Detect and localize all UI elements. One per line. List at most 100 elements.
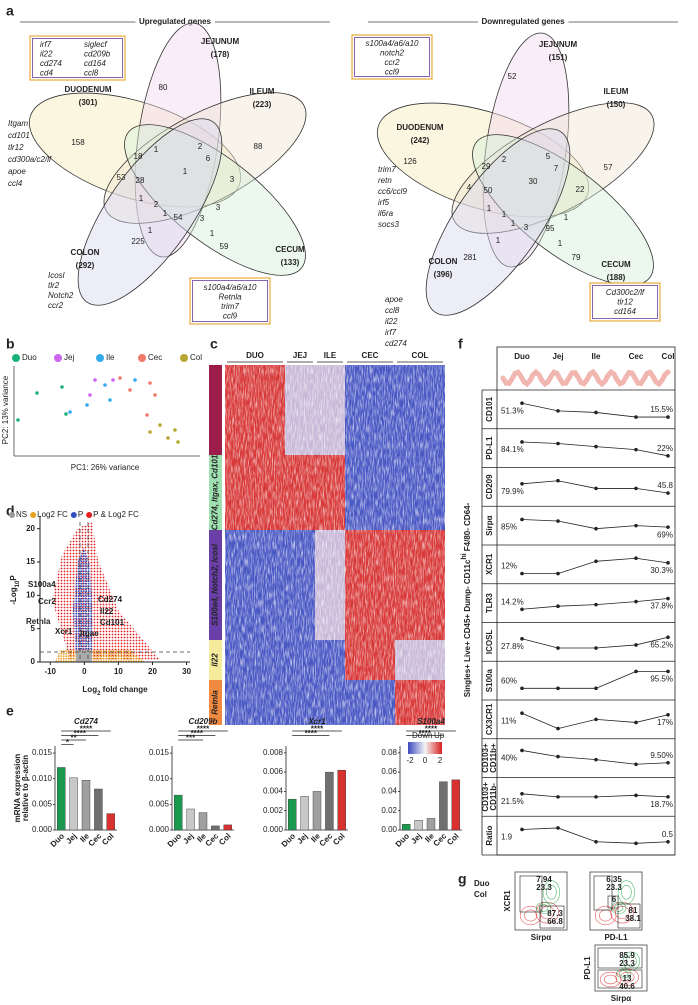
gene: s100a4/a6/a10	[366, 39, 419, 48]
gene: socs3	[378, 220, 399, 229]
gene-box-inner	[192, 280, 268, 322]
axis-label: PD-L1	[604, 933, 628, 942]
contour	[524, 909, 538, 922]
profile-dot	[666, 415, 670, 419]
legend-label: P & Log2 FC	[93, 510, 139, 519]
chart-title: Cd274	[74, 717, 99, 726]
profile-dot	[634, 762, 638, 767]
cluster-band	[209, 640, 222, 680]
profile-dot	[556, 795, 560, 799]
label-part: F4/80- CD64-	[463, 502, 472, 553]
x-tick-label: -10	[44, 667, 56, 676]
profile-dot	[634, 415, 638, 419]
profile-dot	[520, 607, 524, 612]
gene: ccl8	[385, 306, 400, 315]
panel-label: e	[6, 703, 14, 719]
gene: il22	[40, 50, 53, 59]
pca-point	[16, 418, 20, 422]
legend-label: Duo	[22, 353, 37, 362]
y-tick-label: 15	[26, 557, 35, 566]
profile-dot	[594, 839, 598, 844]
label-part: 10	[15, 580, 21, 587]
cluster-band	[209, 455, 222, 530]
legend-label: Cec	[148, 353, 162, 362]
x-tick-label: Col	[445, 832, 460, 847]
end-value: 45.8	[657, 481, 673, 490]
overlap-count: 95	[546, 224, 555, 233]
gate	[539, 905, 565, 929]
profile-dot	[634, 720, 638, 725]
bar	[211, 825, 220, 831]
legend-label: P	[78, 510, 83, 519]
profile-dot	[594, 717, 598, 722]
profile-dot	[594, 602, 598, 607]
overlap-count: 2	[198, 142, 203, 151]
unique-count: 158	[71, 138, 85, 147]
start-value: 14.2%	[501, 597, 524, 606]
column-label: COL	[412, 351, 429, 360]
label-line: CD209	[485, 474, 494, 499]
x-tick-label: Jej	[64, 832, 78, 846]
bar	[69, 777, 78, 831]
contour	[621, 885, 632, 900]
row-label: CD101	[485, 396, 494, 421]
profile-dot	[666, 525, 670, 529]
profile-dot	[666, 561, 670, 565]
label-line: XCR1	[485, 553, 494, 575]
y-tick-label: 0.08	[381, 748, 397, 757]
x-tick-label: Jej	[295, 832, 309, 846]
contour	[626, 955, 637, 967]
legend-dot	[54, 354, 62, 362]
label-line: CD101	[485, 396, 494, 421]
contour	[540, 906, 555, 920]
gene: Cd300c2/lf	[606, 288, 645, 297]
bar	[337, 769, 346, 831]
profile-line	[522, 671, 668, 689]
chart-title: Xcr1	[307, 717, 326, 726]
profile-dot	[556, 441, 560, 446]
profile-dot	[520, 401, 524, 406]
legend-dot	[12, 354, 20, 362]
venn-set	[425, 128, 571, 316]
gate-value: 38.1	[625, 914, 641, 923]
profile-dot	[520, 827, 524, 832]
gene: tlr12	[8, 143, 24, 152]
start-value: 27.8%	[501, 642, 524, 651]
y-tick-label: 0.000	[263, 825, 284, 834]
venn-set	[451, 102, 655, 234]
significance: ****	[197, 725, 210, 734]
significance: ****	[419, 729, 432, 738]
unique-count: 281	[463, 253, 477, 262]
gate-value: 85.9	[619, 951, 635, 960]
profile-dot	[520, 517, 524, 522]
cluster-label: Retnla	[211, 690, 220, 715]
profile-dot	[634, 486, 638, 491]
legend-dot	[86, 512, 93, 518]
profile-dot	[594, 757, 598, 762]
contour	[546, 885, 557, 900]
start-value: 79.9%	[501, 487, 524, 496]
pca-point	[148, 381, 152, 385]
y-tick-label: 0.005	[149, 799, 170, 808]
colorbar	[408, 742, 442, 754]
unique-count: 126	[403, 157, 417, 166]
row-label: CX3CR1	[485, 703, 494, 735]
profile-dot	[666, 795, 670, 799]
set-count: (188)	[607, 273, 626, 282]
end-value: 69%	[657, 530, 673, 539]
gate-value: 23.3	[536, 883, 552, 892]
gating-title: Singles+ Live+ CD45+ Dump- CD11chi F4/80…	[461, 502, 472, 697]
label-line: TLR3	[485, 593, 494, 614]
gene: irf7	[40, 40, 52, 49]
legend-label: Log2 FC	[37, 510, 68, 519]
pca-point	[93, 378, 97, 382]
bar	[173, 794, 183, 831]
overlap-count: 1	[148, 226, 153, 235]
label-line: CD11b-	[489, 783, 498, 811]
gene-box	[29, 35, 126, 81]
intestine-drawing	[500, 368, 671, 388]
legend-label: NS	[16, 510, 27, 519]
legend-dot	[70, 512, 77, 518]
gate-value: 81	[629, 906, 638, 915]
y-tick-label: 10	[26, 590, 35, 599]
